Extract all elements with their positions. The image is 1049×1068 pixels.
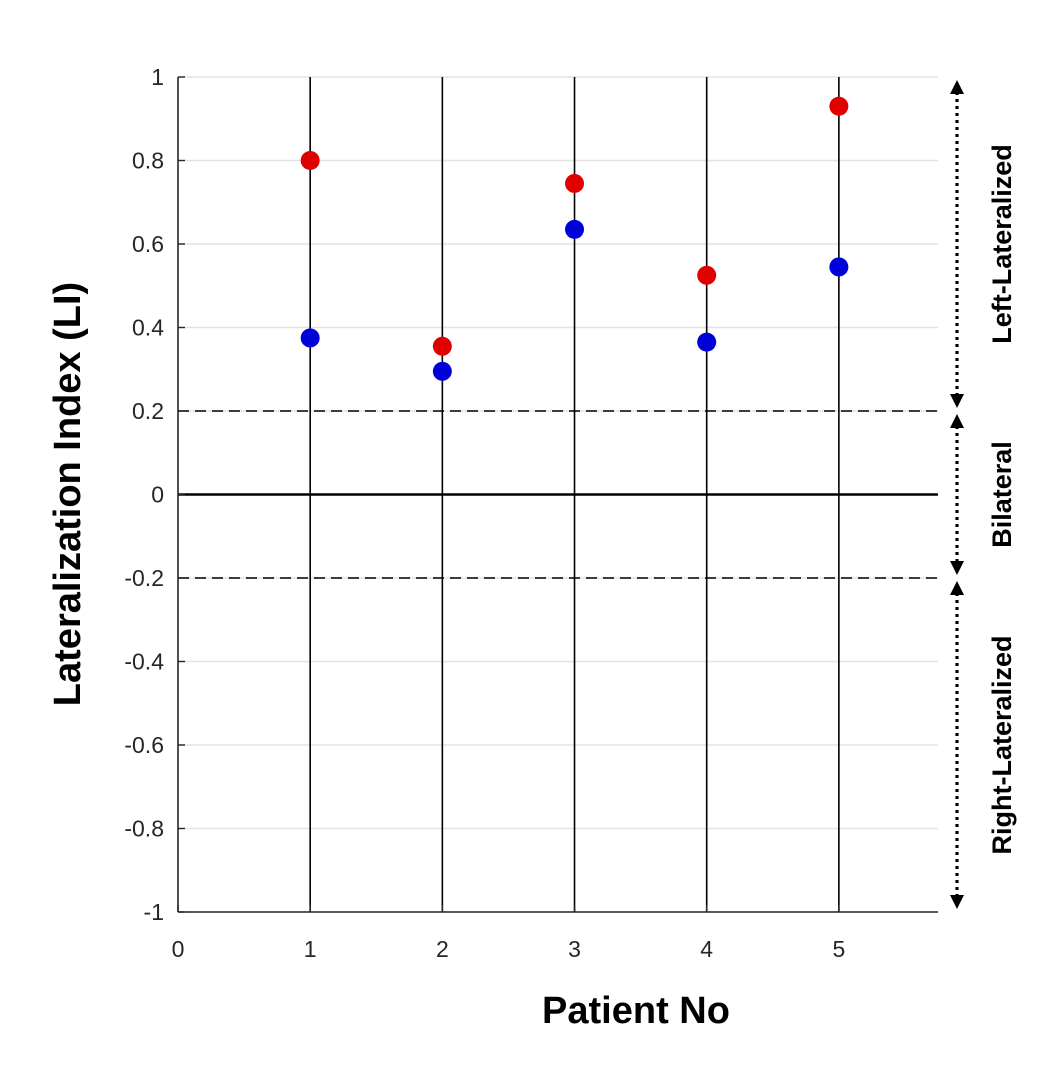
y-tick-label: 0.8 <box>132 148 164 174</box>
x-tick-label: 2 <box>436 936 449 962</box>
x-tick-label: 4 <box>700 936 713 962</box>
red-data-point <box>565 173 585 193</box>
y-tick-label: -0.2 <box>124 565 164 591</box>
red-data-point <box>432 336 452 356</box>
data-points <box>300 96 849 381</box>
blue-data-point <box>697 332 717 352</box>
arrow-head-up-icon <box>950 414 964 428</box>
blue-data-point <box>565 219 585 239</box>
red-data-point <box>300 151 320 170</box>
y-tick-label: 1 <box>151 64 164 90</box>
arrow-head-down-icon <box>950 561 964 575</box>
x-tick-label: 5 <box>832 936 845 962</box>
y-tick-label: 0.2 <box>132 398 164 424</box>
red-data-point <box>829 96 849 116</box>
y-axis-title: Lateralization Index (LI) <box>47 282 89 706</box>
y-tick-label: -1 <box>144 899 164 925</box>
red-data-point <box>697 265 717 285</box>
axes <box>177 76 938 913</box>
tick-labels: -1 -0.8 -0.6 -0.4 -0.2 0 0.2 0.4 0.6 0.8 1 0 1 2 3 4 5 <box>124 64 845 962</box>
y-tick-label: -0.4 <box>124 649 164 675</box>
y-tick-label: -0.8 <box>124 816 164 842</box>
y-tick-label: 0.4 <box>132 315 164 341</box>
reference-lines <box>178 77 938 912</box>
region-label: Left-Lateralized <box>987 144 1017 344</box>
blue-data-point <box>432 361 452 381</box>
region-label: Right-Lateralized <box>987 635 1017 854</box>
arrow-head-down-icon <box>950 895 964 909</box>
region-label: Bilateral <box>987 441 1017 548</box>
y-tick-label: 0 <box>151 482 164 508</box>
arrow-head-up-icon <box>950 581 964 595</box>
y-tick-label: 0.6 <box>132 231 164 257</box>
x-tick-label: 0 <box>172 936 185 962</box>
blue-data-point <box>829 257 849 277</box>
x-axis-title: Patient No <box>542 990 730 1032</box>
blue-data-point <box>300 328 320 348</box>
y-tick-label: -0.6 <box>124 732 164 758</box>
x-tick-label: 3 <box>568 936 581 962</box>
x-tick-label: 1 <box>304 936 317 962</box>
arrow-head-down-icon <box>950 394 964 408</box>
arrow-head-up-icon <box>950 80 964 94</box>
region-annotations: Left-Lateralized Bilateral Right-Lateraliz… <box>950 80 1017 909</box>
